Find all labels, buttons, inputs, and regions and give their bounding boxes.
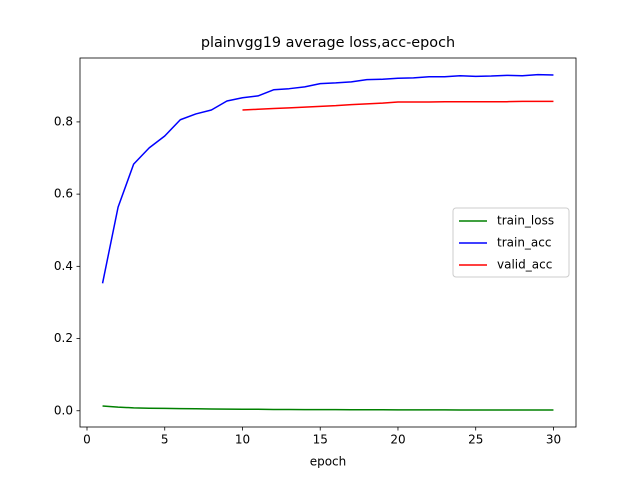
x-tick-label: 20 bbox=[390, 433, 405, 447]
series-line bbox=[102, 405, 554, 411]
x-axis-label: epoch bbox=[310, 455, 347, 469]
x-tick-label: 15 bbox=[313, 433, 328, 447]
y-tick-label: 0.2 bbox=[54, 331, 73, 345]
axes-frame bbox=[79, 57, 577, 428]
y-tick-label: 0.6 bbox=[54, 187, 73, 201]
legend-label: valid_acc bbox=[497, 258, 552, 272]
x-tick-label: 0 bbox=[83, 433, 91, 447]
y-tick-label: 0.4 bbox=[54, 259, 73, 273]
x-tick-label: 30 bbox=[546, 433, 561, 447]
x-tick-label: 25 bbox=[468, 433, 483, 447]
y-tick-label: 0.8 bbox=[54, 114, 73, 128]
legend-box bbox=[452, 207, 570, 278]
legend-label: train_acc bbox=[497, 236, 551, 250]
x-tick-label: 5 bbox=[161, 433, 169, 447]
x-tick-label: 10 bbox=[235, 433, 250, 447]
y-tick-label: 0.0 bbox=[54, 403, 73, 417]
series-line bbox=[242, 100, 554, 111]
series-line bbox=[101, 73, 554, 284]
legend-label: train_loss bbox=[497, 214, 554, 228]
chart-title: plainvgg19 average loss,acc-epoch bbox=[201, 35, 455, 51]
